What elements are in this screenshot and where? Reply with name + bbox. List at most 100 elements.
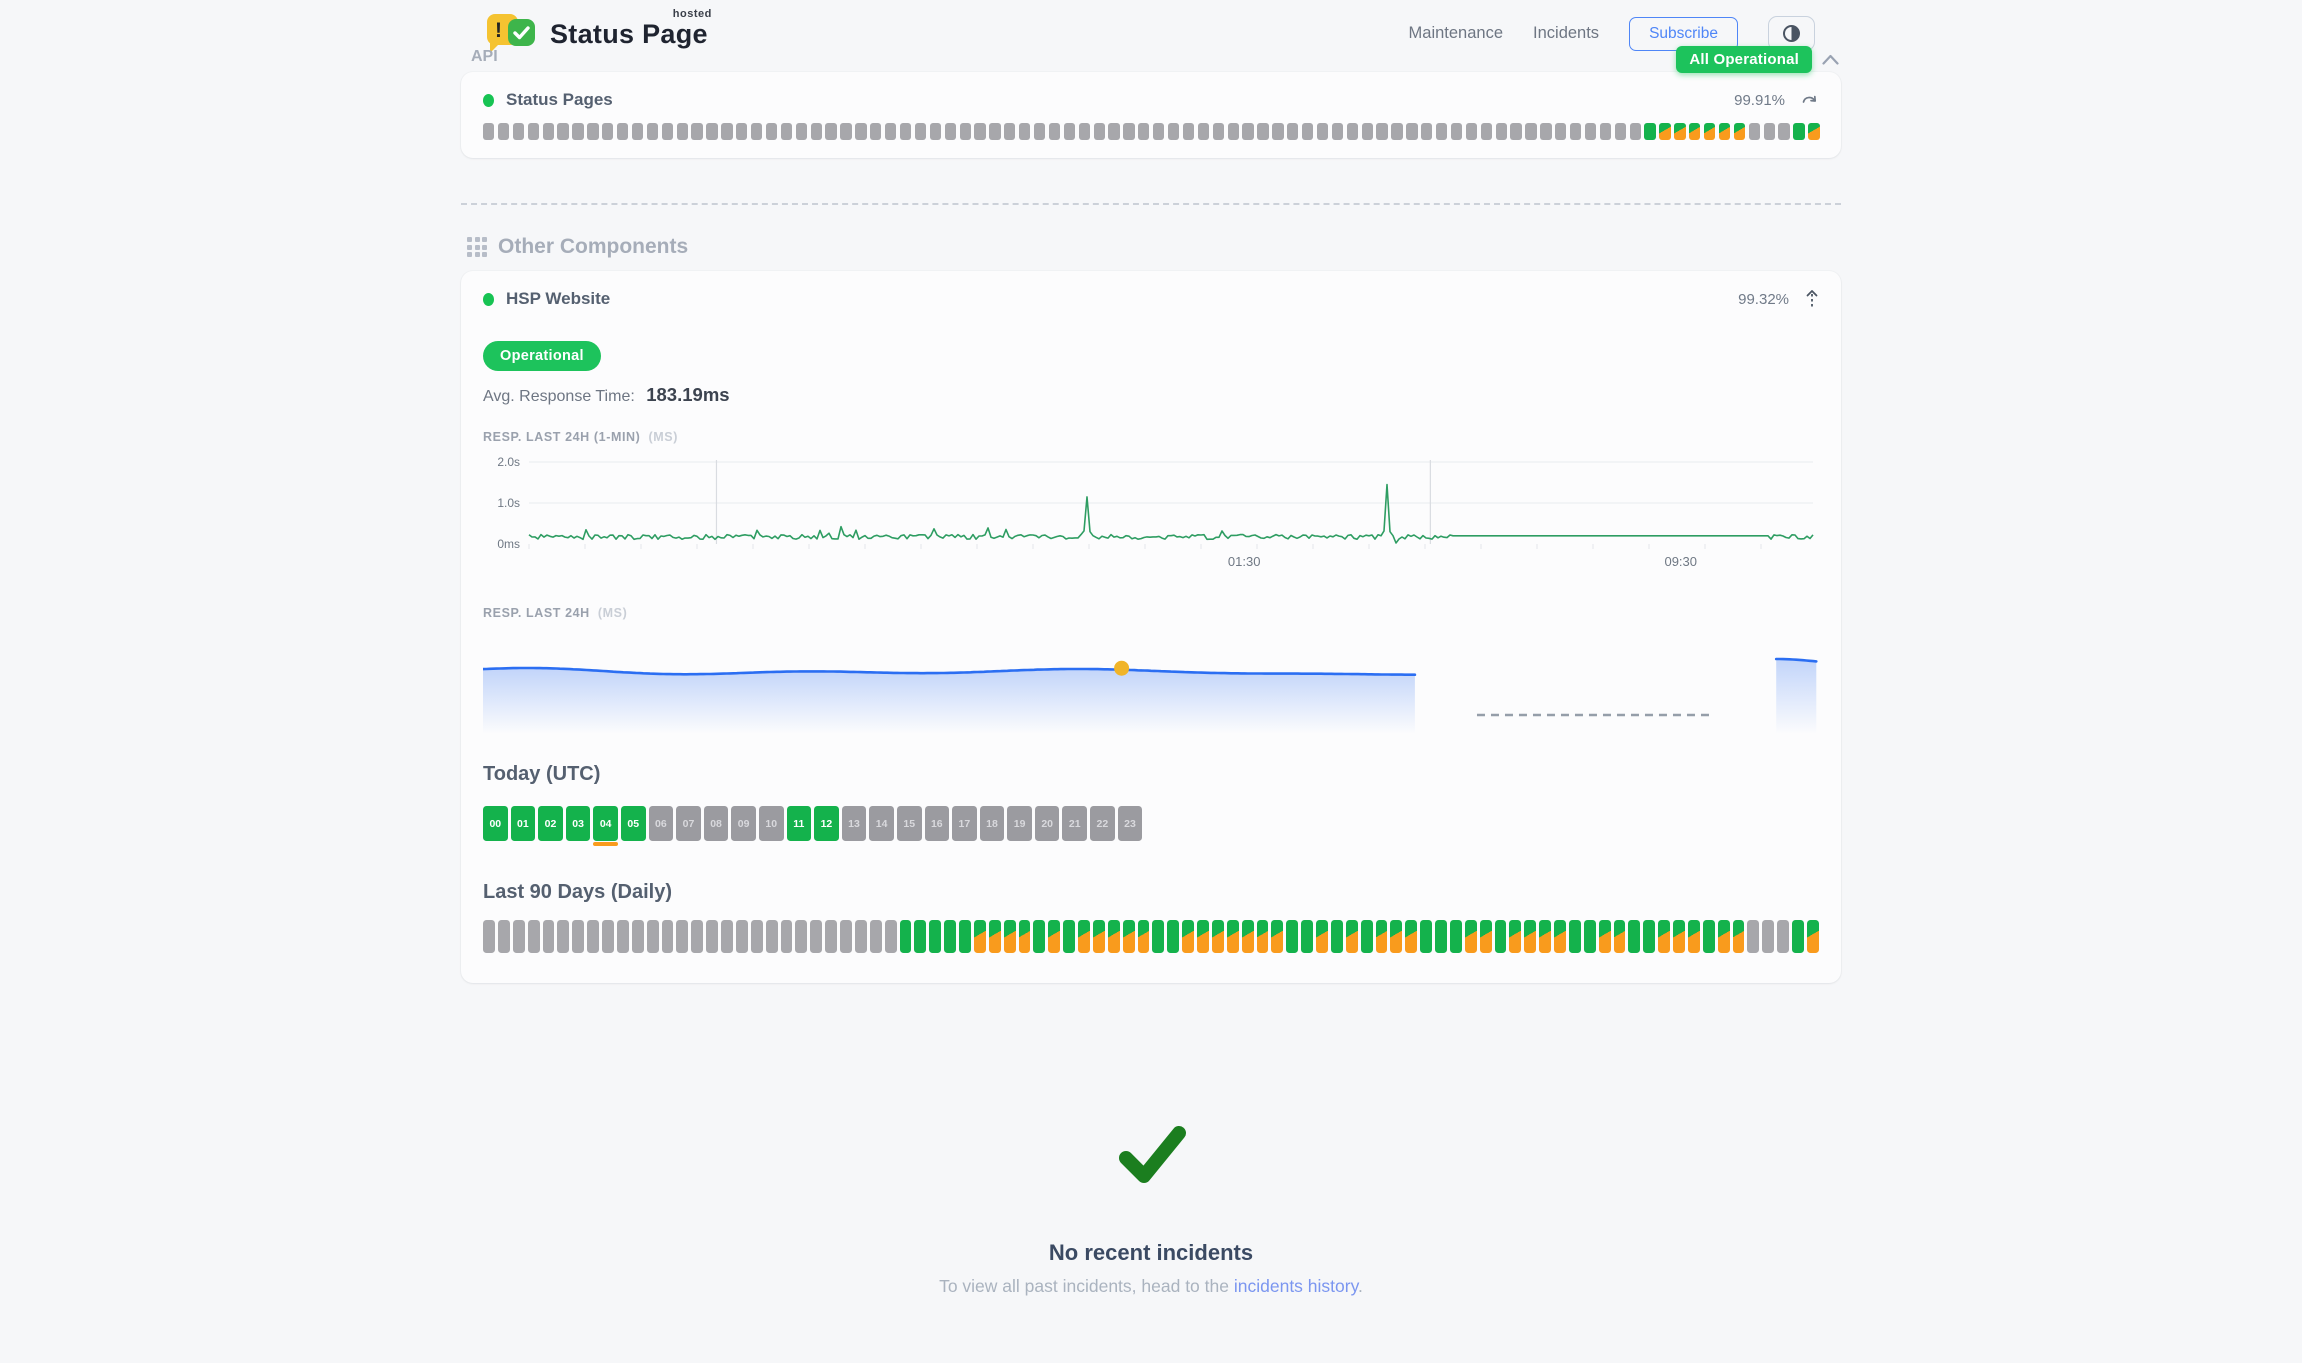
uptime-bar-nodata <box>483 920 495 953</box>
incidents-subtitle-text: To view all past incidents, head to the <box>939 1276 1229 1296</box>
api-uptime-strip <box>483 123 1820 140</box>
uptime-bar-nodata <box>1495 123 1507 140</box>
hour-block-11: 11 <box>786 806 812 841</box>
uptime-bar-nodata <box>721 123 733 140</box>
uptime-bar-degraded <box>1539 920 1551 953</box>
uptime-bar-degraded <box>1271 920 1284 953</box>
uptime-bar-nodata <box>1272 123 1284 140</box>
uptime-bar-degraded <box>988 920 1001 953</box>
uptime-bar-nodata <box>646 123 659 140</box>
uptime-bar-operational <box>1286 920 1299 953</box>
uptime-percentage: 99.91% <box>1734 91 1785 109</box>
uptime-bar-nodata <box>929 123 942 140</box>
uptime-bar-degraded <box>1509 920 1522 953</box>
area-chart-label: RESP. LAST 24H (MS) <box>483 606 1819 620</box>
uptime-bar-operational <box>1167 920 1180 953</box>
component-identity: Status Pages <box>483 90 613 110</box>
uptime-bar-nodata <box>1510 123 1522 140</box>
uptime-bar-nodata <box>1063 123 1076 140</box>
uptime-bar-nodata <box>780 920 793 953</box>
hour-block-18: 18 <box>979 806 1005 841</box>
uptime-bar-nodata <box>1406 123 1418 140</box>
hour-block-08: 08 <box>703 806 729 841</box>
avg-response-value: 183.19ms <box>646 384 730 405</box>
uptime-bar-operational <box>1643 920 1656 953</box>
refresh-icon[interactable] <box>1801 94 1819 107</box>
today-hours-strip: 00 01 02 03 04 05 06 07 08 09 10 11 12 13 14 15 16 17 18 19… <box>483 806 1819 846</box>
uptime-bar-nodata <box>1570 123 1582 140</box>
uptime-bar-nodata <box>617 123 629 140</box>
nav-link-maintenance[interactable]: Maintenance <box>1408 24 1504 42</box>
uptime-bar-degraded <box>973 920 986 953</box>
uptime-bar-nodata <box>497 920 510 953</box>
uptime-bar-nodata <box>1629 123 1641 140</box>
uptime-bar-nodata <box>646 920 659 953</box>
uptime-bar-nodata <box>1019 123 1031 140</box>
component-identity: HSP Website <box>483 289 610 309</box>
collapse-chevron-icon[interactable] <box>1822 54 1839 65</box>
uptime-bar-nodata <box>706 920 718 953</box>
status-dot <box>483 292 494 306</box>
uptime-bar-degraded <box>1405 920 1418 953</box>
uptime-bar-degraded <box>1003 920 1016 953</box>
uptime-bar-nodata <box>1033 123 1046 140</box>
uptime-bar-operational <box>1033 920 1046 953</box>
hour-block-14: 14 <box>869 806 894 841</box>
uptime-bar-nodata <box>1004 123 1016 140</box>
hour-block-09: 09 <box>731 806 756 841</box>
overall-status-badge: All Operational <box>1676 46 1812 73</box>
uptime-bar-nodata <box>736 123 748 140</box>
uptime-bar-nodata <box>631 123 644 140</box>
uptime-bar-nodata <box>1525 123 1537 140</box>
expand-arrow-icon[interactable] <box>1805 289 1819 309</box>
hour-block-12: 12 <box>814 806 839 841</box>
uptime-bar-nodata <box>1108 123 1120 140</box>
uptime-bar-nodata <box>721 920 733 953</box>
uptime-bar-nodata <box>527 123 539 140</box>
uptime-bar-nodata <box>840 920 852 953</box>
uptime-bar-nodata <box>1331 123 1344 140</box>
uptime-bar-nodata <box>1138 123 1150 140</box>
uptime-bar-nodata <box>661 123 673 140</box>
hour-block-10: 10 <box>758 806 784 841</box>
uptime-bar-degraded <box>1226 920 1239 953</box>
uptime-bar-degraded <box>1524 920 1537 953</box>
incidents-history-link[interactable]: incidents history <box>1233 1276 1359 1296</box>
uptime-bar-nodata <box>1197 123 1210 140</box>
uptime-bar-nodata <box>1747 920 1760 953</box>
uptime-bar-nodata <box>1450 123 1463 140</box>
other-components-title: Other Components <box>498 235 689 258</box>
uptime-bar-nodata <box>1287 123 1299 140</box>
uptime-bar-nodata <box>1242 123 1254 140</box>
svg-text:09:30: 09:30 <box>1664 554 1697 569</box>
uptime-bar-degraded <box>1479 920 1492 953</box>
uptime-bar-nodata <box>1346 123 1358 140</box>
uptime-bar-nodata <box>1778 123 1790 140</box>
chart-marker-dot <box>1114 660 1130 676</box>
incidents-subtitle: To view all past incidents, head to the … <box>461 1276 1841 1297</box>
uptime-bar-nodata <box>542 123 554 140</box>
minute-chart-label: RESP. LAST 24H (1-MIN) (MS) <box>483 430 1819 444</box>
hour-block-03: 03 <box>565 806 591 841</box>
hour-block-15: 15 <box>896 806 922 841</box>
minute-chart-title: RESP. LAST 24H (1-MIN) <box>483 430 641 444</box>
hour-block-07: 07 <box>676 806 701 841</box>
logo: ! Status Page hosted <box>487 8 711 57</box>
uptime-bar-degraded <box>1673 920 1685 953</box>
uptime-bar-nodata <box>765 123 778 140</box>
uptime-bar-nodata <box>587 123 599 140</box>
uptime-bar-degraded <box>1687 920 1700 953</box>
component-name: HSP Website <box>506 289 611 308</box>
svg-text:1.0s: 1.0s <box>497 496 520 510</box>
uptime-bar-degraded <box>1048 920 1061 953</box>
svg-text:2.0s: 2.0s <box>497 455 520 469</box>
uptime-bar-degraded <box>1092 920 1105 953</box>
uptime-bar-nodata <box>810 123 822 140</box>
uptime-bar-nodata <box>691 123 703 140</box>
uptime-bar-nodata <box>1167 123 1180 140</box>
uptime-bar-degraded <box>1375 920 1388 953</box>
hour-block-23: 23 <box>1117 806 1143 841</box>
uptime-bar-nodata <box>1555 123 1567 140</box>
nav-link-incidents[interactable]: Incidents <box>1533 24 1600 42</box>
success-check-icon <box>1119 1126 1186 1183</box>
